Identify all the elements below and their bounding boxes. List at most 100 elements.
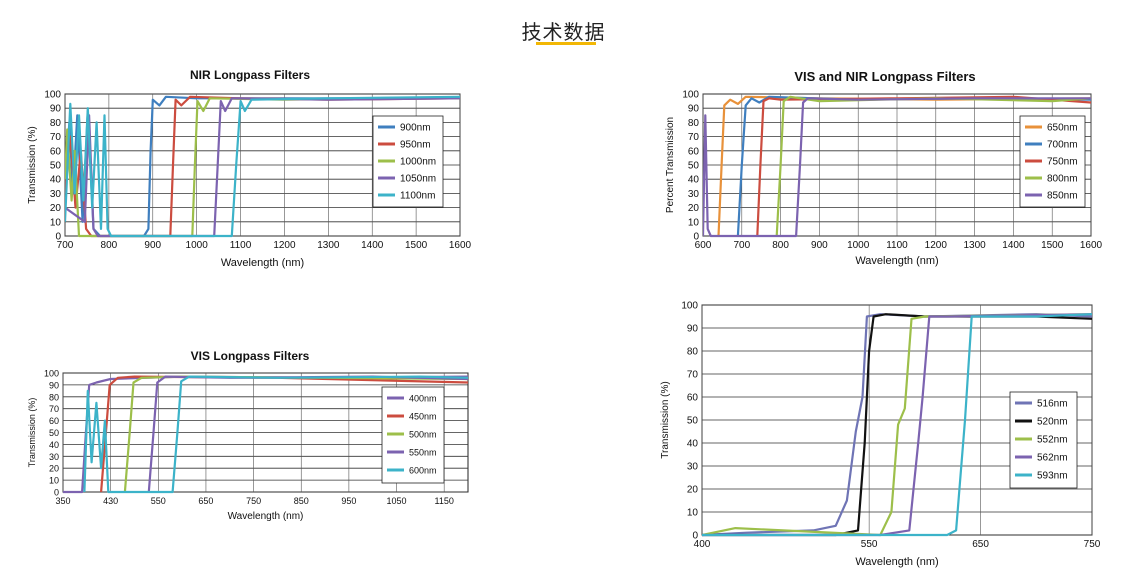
x-tick-label: 650 [972, 539, 989, 550]
legend-label: 800nm [1047, 174, 1078, 185]
y-tick-label: 20 [50, 203, 62, 214]
x-tick-label: 1400 [1002, 240, 1025, 251]
y-tick-label: 10 [50, 217, 62, 228]
series-line-800nm [775, 95, 1091, 237]
x-tick-label: 430 [103, 496, 118, 506]
legend-label: 562nm [1037, 453, 1068, 464]
chart-svg: 0 10 20 30 40 50 60 70 80 90 100 400 550 650 750 Wavele… [660, 301, 1101, 569]
y-tick-label: 80 [687, 347, 699, 358]
chart-narrow-longpass: 0 10 20 30 40 50 60 70 80 90 100 400 550 650 750 Wavele… [660, 295, 1110, 575]
y-tick-label: 90 [49, 380, 59, 390]
legend-label: 750nm [1047, 157, 1078, 168]
y-tick-label: 50 [50, 161, 62, 172]
legend-label: 900nm [400, 123, 431, 134]
page-header: 技术数据 [0, 16, 1127, 45]
x-tick-label: 1500 [1041, 240, 1064, 251]
x-tick-label: 900 [811, 240, 828, 251]
chart-title: VIS and NIR Longpass Filters [794, 69, 976, 84]
y-tick-label: 50 [49, 428, 59, 438]
y-tick-label: 0 [693, 232, 699, 243]
x-tick-label: 1600 [1080, 240, 1103, 251]
y-axis-label: Percent Transmission [665, 117, 676, 213]
x-tick-label: 750 [1084, 539, 1101, 550]
x-tick-label: 800 [772, 240, 789, 251]
x-tick-label: 1300 [963, 240, 986, 251]
y-tick-label: 20 [49, 464, 59, 474]
y-tick-label: 60 [688, 146, 700, 157]
x-axis-label: Wavelength (nm) [855, 255, 938, 267]
legend-label: 1050nm [400, 174, 436, 185]
y-tick-label: 70 [49, 404, 59, 414]
series-line-593nm [702, 313, 1092, 537]
y-tick-label: 70 [687, 370, 699, 381]
y-tick-label: 60 [687, 393, 699, 404]
legend-label: 500nm [409, 430, 437, 440]
series-line-1100nm [65, 95, 460, 238]
x-axis-label: Wavelength (nm) [855, 556, 938, 568]
legend-label: 550nm [409, 448, 437, 458]
chart-svg: 0 10 20 30 40 50 60 70 80 90 100 700 800 900 1000 1100 1… [27, 90, 472, 270]
y-tick-label: 0 [692, 531, 698, 542]
legend-label: 593nm [1037, 471, 1068, 482]
x-tick-label: 1200 [273, 240, 296, 251]
series-line-600nm [83, 375, 468, 494]
y-tick-label: 50 [688, 161, 700, 172]
y-tick-label: 30 [688, 189, 700, 200]
legend-label: 552nm [1037, 435, 1068, 446]
y-axis-label: Transmission (%) [27, 126, 38, 203]
series-line-750nm [756, 95, 1091, 237]
chart-title: VIS Longpass Filters [190, 349, 310, 363]
y-tick-label: 90 [687, 324, 699, 335]
chart-vis-longpass: VIS Longpass Filters 0 10 20 30 40 50 60 70 80 90… [25, 343, 475, 533]
legend-label: 516nm [1037, 399, 1068, 410]
legend-label: 600nm [409, 466, 437, 476]
legend-label: 1000nm [400, 157, 436, 168]
legend-label: 520nm [1037, 417, 1068, 428]
series-line-850nm [703, 97, 1091, 238]
y-tick-label: 0 [54, 488, 59, 498]
y-tick-label: 100 [44, 369, 59, 379]
x-tick-label: 750 [246, 496, 261, 506]
x-tick-label: 1000 [186, 240, 209, 251]
y-tick-label: 90 [50, 104, 62, 115]
series-line-552nm [702, 313, 1092, 537]
chart-nir-longpass: NIR Longpass Filters 0 10 20 30 40 50 60 70 80 90… [25, 62, 475, 277]
y-axis-label: Transmission (%) [27, 398, 37, 468]
x-tick-label: 1000 [847, 240, 870, 251]
x-tick-label: 650 [198, 496, 213, 506]
y-tick-label: 40 [687, 439, 699, 450]
legend-label: 400nm [409, 394, 437, 404]
x-tick-label: 550 [151, 496, 166, 506]
y-tick-label: 20 [687, 485, 699, 496]
page-title: 技术数据 [521, 20, 606, 44]
x-axis-label: Wavelength (nm) [221, 257, 304, 269]
y-tick-label: 30 [50, 189, 62, 200]
legend-label: 650nm [1047, 123, 1078, 134]
x-tick-label: 350 [55, 496, 70, 506]
x-tick-label: 900 [144, 240, 161, 251]
x-tick-label: 550 [861, 539, 878, 550]
y-tick-label: 80 [50, 118, 62, 129]
x-tick-label: 1400 [361, 240, 384, 251]
y-tick-label: 20 [688, 203, 700, 214]
y-tick-label: 10 [688, 217, 700, 228]
y-tick-label: 100 [681, 301, 698, 312]
x-tick-label: 1150 [434, 496, 453, 506]
legend-label: 450nm [409, 412, 437, 422]
legend-label: 1100nm [400, 191, 435, 202]
chart-vis-nir-longpass: VIS and NIR Longpass Filters 0 10 20 30 40 50… [660, 62, 1110, 277]
y-tick-label: 100 [682, 90, 699, 101]
y-tick-label: 0 [55, 232, 61, 243]
y-tick-label: 30 [687, 462, 699, 473]
y-tick-label: 70 [688, 132, 700, 143]
x-tick-label: 1500 [405, 240, 428, 251]
y-tick-label: 40 [49, 440, 59, 450]
x-tick-label: 400 [694, 539, 711, 550]
y-tick-label: 60 [50, 146, 62, 157]
x-tick-label: 1050 [387, 496, 407, 506]
y-tick-label: 10 [687, 508, 699, 519]
x-tick-label: 700 [57, 240, 74, 251]
y-tick-label: 50 [687, 416, 699, 427]
title-underline [536, 42, 596, 45]
